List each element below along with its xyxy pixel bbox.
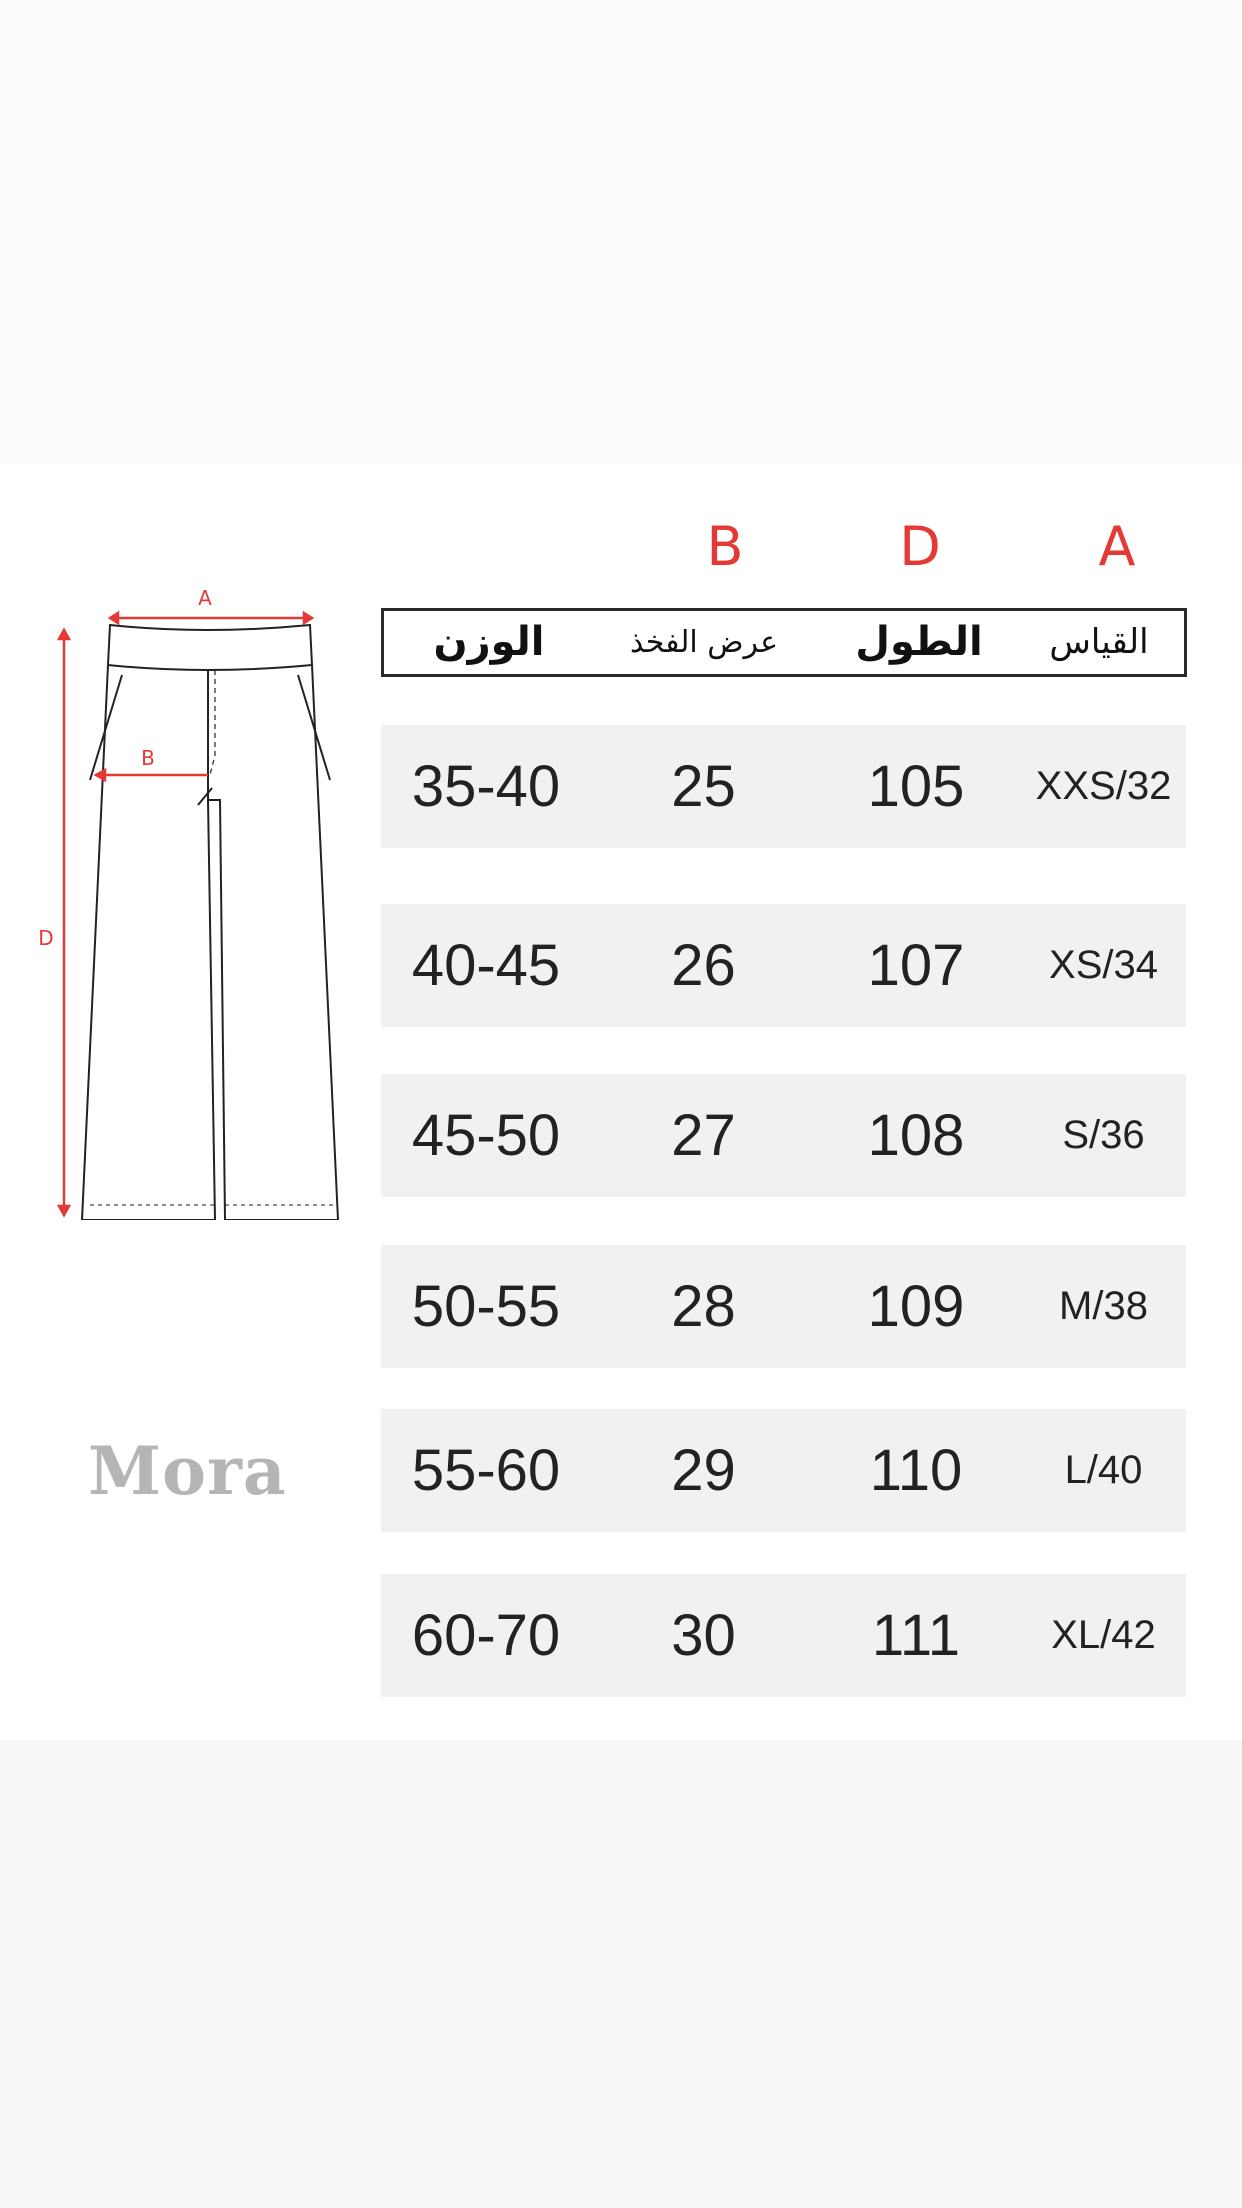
cell-thigh: 25 xyxy=(671,754,736,819)
cell-weight: 60-70 xyxy=(411,1603,561,1668)
brand-logo: Mora xyxy=(88,1432,287,1510)
pants-diagram: A B D xyxy=(38,586,340,1220)
cell-thigh: 26 xyxy=(671,933,736,998)
waist-label: A xyxy=(198,586,212,610)
cell-length: 108 xyxy=(867,1103,965,1168)
table-row: 55-60 29 110 L/40 xyxy=(381,1409,1186,1532)
cell-length: 109 xyxy=(867,1274,965,1339)
cell-thigh: 29 xyxy=(671,1438,736,1503)
cell-length: 111 xyxy=(871,1603,961,1668)
table-row: 35-40 25 105 XXS/32 xyxy=(381,725,1186,848)
cell-length: 110 xyxy=(869,1438,963,1503)
table-row: 60-70 30 111 XL/42 xyxy=(381,1574,1186,1697)
cell-weight: 45-50 xyxy=(411,1103,561,1168)
cell-size: S/36 xyxy=(1062,1113,1145,1157)
length-label: D xyxy=(38,926,53,950)
cell-length: 105 xyxy=(867,754,965,819)
measure-letter-length: D xyxy=(899,515,941,578)
cell-weight: 50-55 xyxy=(411,1274,561,1339)
measure-letter-thigh: B xyxy=(706,515,744,578)
cell-thigh: 27 xyxy=(671,1103,736,1168)
cell-thigh: 28 xyxy=(671,1274,736,1339)
table-row: 45-50 27 108 S/36 xyxy=(381,1074,1186,1197)
cell-thigh: 30 xyxy=(671,1603,736,1668)
table-row: 50-55 28 109 M/38 xyxy=(381,1245,1186,1368)
cell-size: XXS/32 xyxy=(1035,764,1172,808)
cell-weight: 55-60 xyxy=(411,1438,561,1503)
header-length: الطول xyxy=(855,619,983,665)
header-weight: الوزن xyxy=(433,619,545,665)
waistband xyxy=(106,623,314,671)
header-size: القياس xyxy=(1049,622,1149,662)
cell-size: XS/34 xyxy=(1049,943,1158,987)
cell-weight: 40-45 xyxy=(411,933,561,998)
thigh-label: B xyxy=(141,746,155,770)
bottom-background xyxy=(0,1740,1242,2208)
table-row: 40-45 26 107 XS/34 xyxy=(381,904,1186,1027)
measure-letter-size: A xyxy=(1098,515,1136,578)
cell-size: XL/42 xyxy=(1051,1613,1156,1657)
top-background xyxy=(0,0,1242,465)
cell-size: M/38 xyxy=(1059,1284,1148,1328)
cell-weight: 35-40 xyxy=(411,754,561,819)
header-thigh: عرض الفخذ xyxy=(629,625,779,660)
cell-size: L/40 xyxy=(1064,1448,1143,1492)
table-header: الوزن عرض الفخذ الطول القياس xyxy=(381,608,1187,677)
cell-length: 107 xyxy=(867,933,965,998)
pants-outline xyxy=(80,664,340,1220)
